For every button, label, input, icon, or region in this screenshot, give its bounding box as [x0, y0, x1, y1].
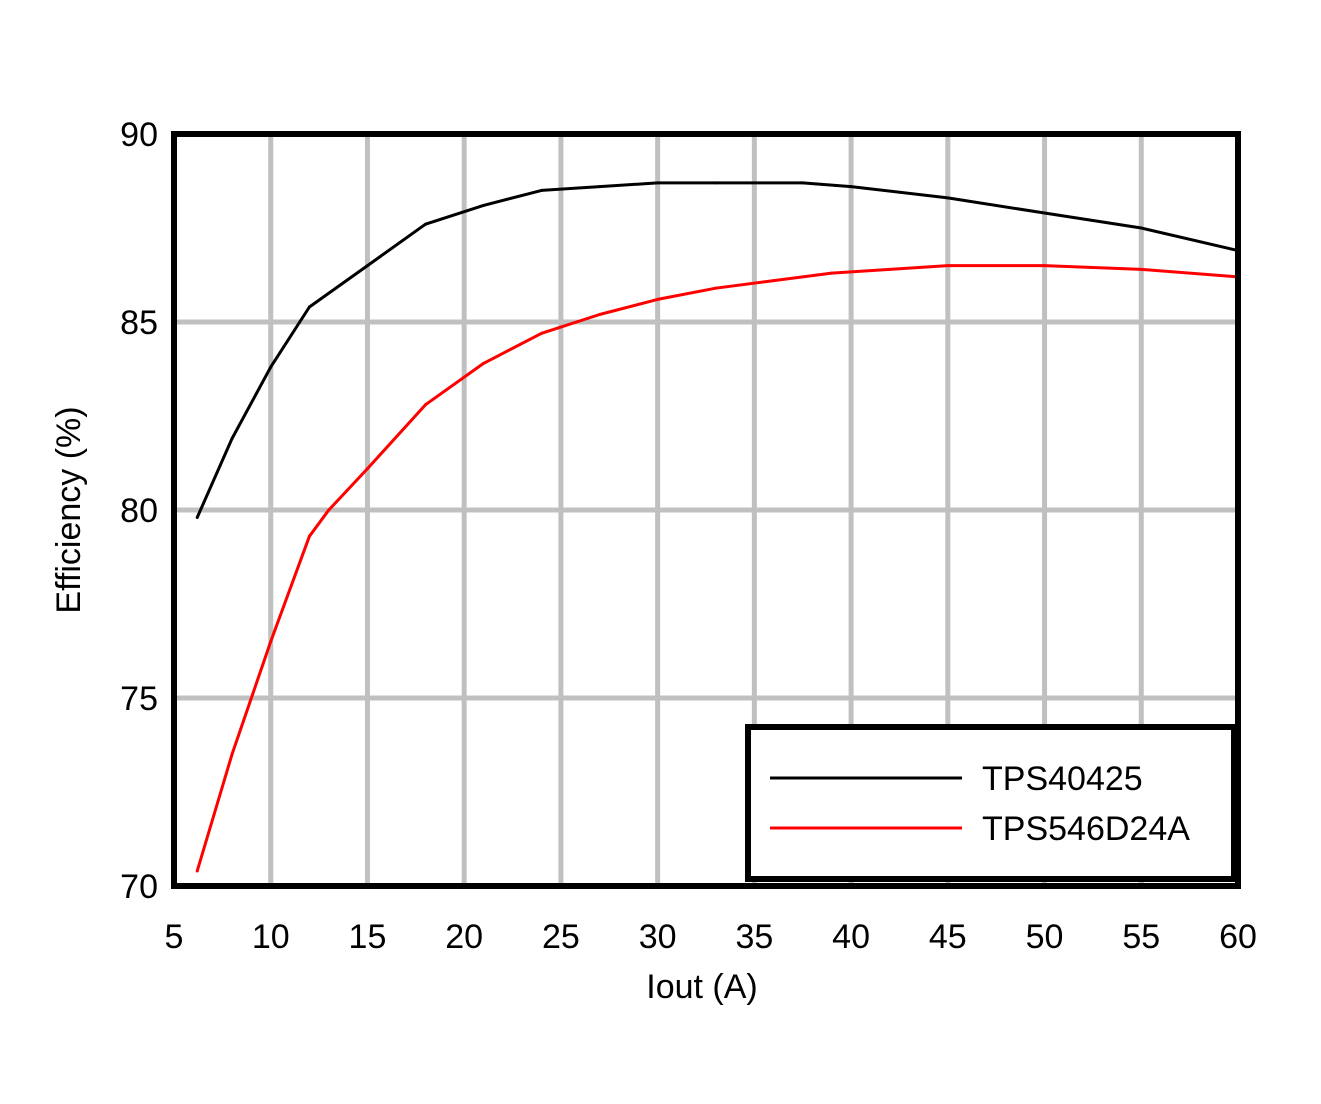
data-point: [230, 752, 234, 756]
data-point: [1139, 226, 1143, 230]
data-point: [772, 279, 776, 283]
data-point: [656, 297, 660, 301]
series-line-tps40425: [195, 181, 1239, 519]
data-point: [540, 188, 544, 192]
x-tick-label: 30: [639, 918, 677, 956]
x-tick-label: 10: [252, 918, 290, 956]
data-point: [423, 222, 427, 226]
data-point: [230, 437, 234, 441]
data-point: [656, 181, 660, 185]
legend: TPS40425 TPS546D24A: [745, 724, 1237, 882]
x-tick-label: 45: [929, 918, 967, 956]
data-point: [423, 403, 427, 407]
data-point: [195, 516, 199, 520]
plot-frame: [171, 131, 1241, 889]
x-tick-label: 15: [349, 918, 387, 956]
x-tick-label: 40: [832, 918, 870, 956]
x-axis-title: Iout (A): [646, 968, 757, 1006]
data-point: [1043, 211, 1047, 215]
x-tick-label: 55: [1122, 918, 1160, 956]
data-point: [307, 534, 311, 538]
y-tick-label: 90: [120, 116, 158, 154]
x-tick-label: 5: [165, 918, 184, 956]
data-point: [269, 365, 273, 369]
data-point: [714, 181, 718, 185]
data-point: [849, 185, 853, 189]
data-point: [598, 185, 602, 189]
x-tick-label: 20: [445, 918, 483, 956]
legend-label-tps546d24a: TPS546D24A: [982, 810, 1190, 848]
data-point: [801, 181, 805, 185]
data-point: [1043, 264, 1047, 268]
data-point: [269, 640, 273, 644]
tick-label-layer: 5 10 15 20 25 30 35 40 45 50 55 60 70 75 80 85 90: [120, 116, 1257, 956]
data-point: [482, 203, 486, 207]
data-point: [830, 271, 834, 275]
y-axis-title: Efficiency (%): [50, 406, 88, 613]
data-point: [946, 196, 950, 200]
data-point: [946, 264, 950, 268]
data-point: [1139, 267, 1143, 271]
data-point: [365, 264, 369, 268]
data-point: [888, 267, 892, 271]
data-point: [482, 361, 486, 365]
data-point: [598, 312, 602, 316]
data-point: [714, 286, 718, 290]
legend-box: [745, 724, 1237, 882]
data-point: [327, 508, 331, 512]
y-tick-label: 70: [120, 868, 158, 906]
data-point: [307, 305, 311, 309]
x-tick-label: 25: [542, 918, 580, 956]
legend-label-tps40425: TPS40425: [982, 760, 1143, 798]
data-point: [365, 467, 369, 471]
y-tick-label: 80: [120, 492, 158, 530]
x-tick-label: 60: [1219, 918, 1257, 956]
data-point: [540, 331, 544, 335]
y-tick-label: 85: [120, 304, 158, 342]
data-point: [195, 869, 199, 873]
x-tick-label: 35: [735, 918, 773, 956]
y-tick-label: 75: [120, 680, 158, 718]
x-tick-label: 50: [1026, 918, 1064, 956]
series-tps40425: [195, 181, 1240, 520]
